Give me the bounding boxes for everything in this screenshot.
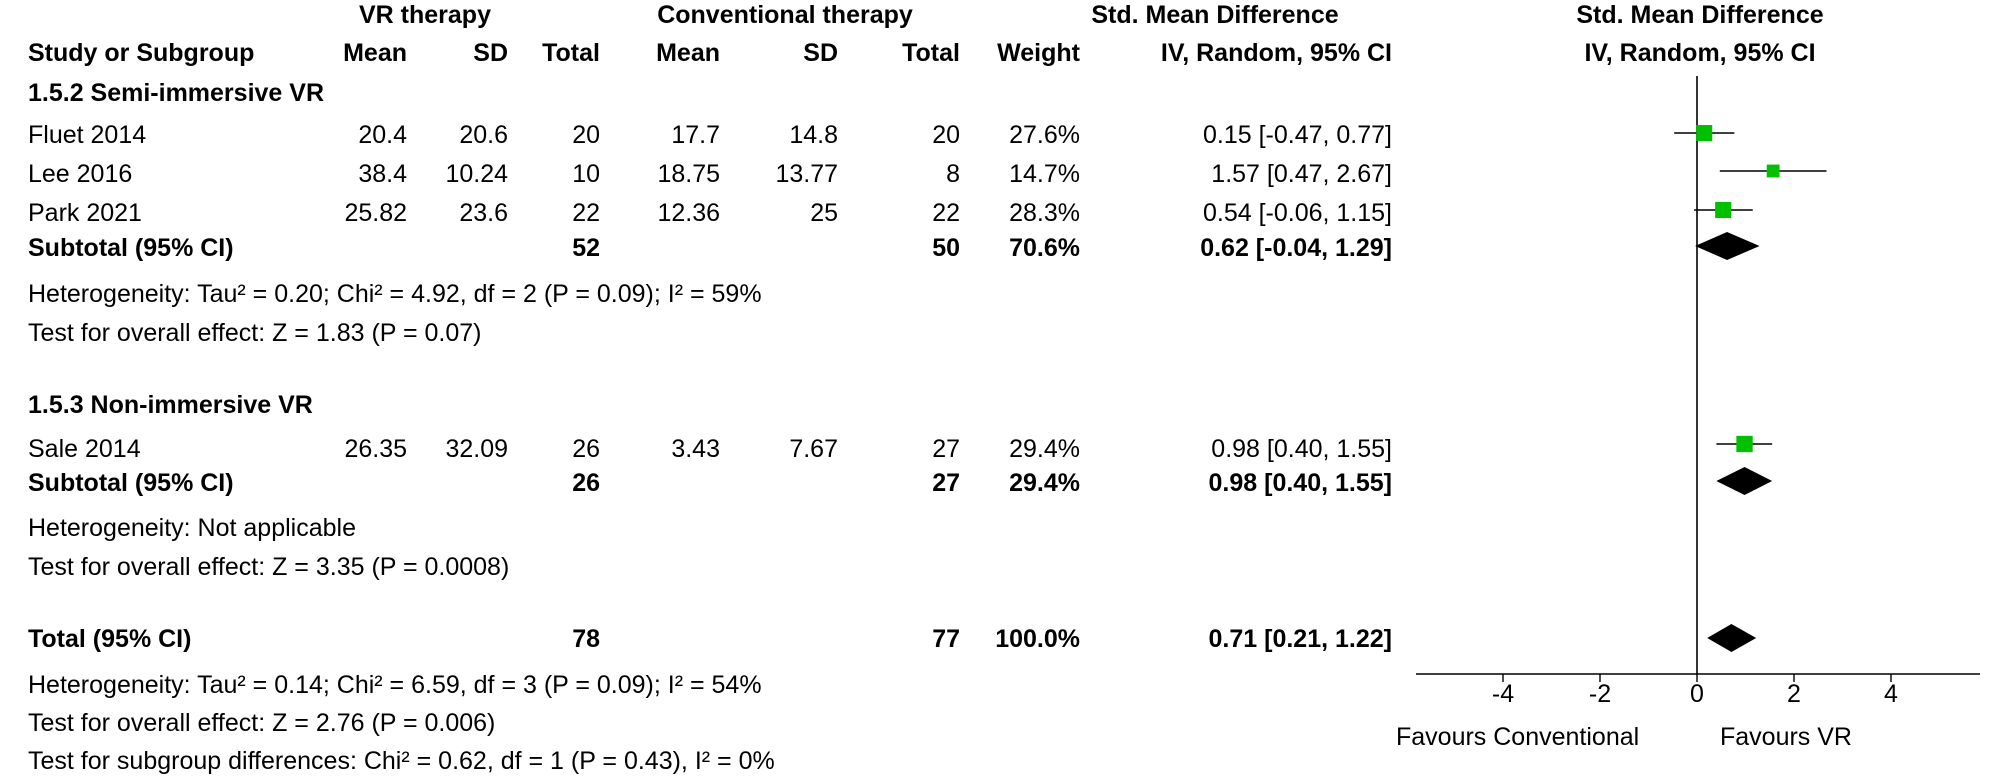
total-n1: 78 (572, 625, 600, 653)
study-mean2: 17.7 (671, 121, 720, 149)
study-n1: 22 (572, 199, 600, 227)
group1-header: VR therapy (359, 1, 491, 29)
study-n2: 27 (932, 435, 960, 463)
study-name: Park 2021 (28, 199, 142, 227)
study-effect-marker (1736, 435, 1753, 453)
study-ci: 0.15 [-0.47, 0.77] (1202, 121, 1392, 149)
study-effect-marker (1766, 164, 1780, 178)
study-n1: 20 (572, 121, 600, 149)
subtotal-diamond (1695, 232, 1760, 260)
study-ci: 1.57 [0.47, 2.67] (1211, 160, 1392, 188)
study-sd1: 32.09 (445, 435, 508, 463)
study-sd2: 14.8 (789, 121, 838, 149)
study-sd1: 10.24 (445, 160, 508, 188)
subtotal-diamond (1716, 467, 1773, 495)
mean1-column-header: Mean (343, 39, 407, 67)
x-axis-tick-label: -2 (1589, 680, 1611, 708)
weight-column-header: Weight (997, 39, 1080, 67)
study-mean1: 26.35 (344, 435, 407, 463)
study-sd2: 13.77 (775, 160, 838, 188)
total1-column-header: Total (542, 39, 600, 67)
study-sd2: 7.67 (789, 435, 838, 463)
x-axis-tick-label: 4 (1884, 680, 1898, 708)
overall-effect-text: Test for overall effect: Z = 3.35 (P = 0… (28, 553, 510, 581)
study-mean2: 12.36 (657, 199, 720, 227)
total2-column-header: Total (902, 39, 960, 67)
study-weight: 28.3% (1009, 199, 1080, 227)
study-name: Lee 2016 (28, 160, 133, 188)
subtotal-n2: 50 (932, 234, 960, 262)
study-sd1: 23.6 (459, 199, 508, 227)
total-heterogeneity-text: Heterogeneity: Tau² = 0.14; Chi² = 6.59,… (28, 671, 762, 699)
sd2-column-header: SD (803, 39, 838, 67)
study-n1: 10 (572, 160, 600, 188)
subgroup-differences-text: Test for subgroup differences: Chi² = 0.… (28, 747, 775, 775)
study-mean2: 18.75 (657, 160, 720, 188)
subtotal-label: Subtotal (95% CI) (28, 469, 234, 497)
study-weight: 14.7% (1009, 160, 1080, 188)
subtotal-n2: 27 (932, 469, 960, 497)
subtotal-n1: 52 (572, 234, 600, 262)
study-n2: 22 (932, 199, 960, 227)
subgroup-title: 1.5.2 Semi-immersive VR (28, 79, 324, 107)
study-sd1: 20.6 (459, 121, 508, 149)
overall-effect-text: Test for overall effect: Z = 1.83 (P = 0… (28, 319, 482, 347)
subtotal-ci: 0.98 [0.40, 1.55] (1208, 469, 1392, 497)
study-ci: 0.54 [-0.06, 1.15] (1202, 199, 1392, 227)
favours-left-label: Favours Conventional (1396, 723, 1640, 751)
subtotal-weight: 70.6% (1009, 234, 1080, 262)
total-ci: 0.71 [0.21, 1.22] (1208, 625, 1392, 653)
group2-header: Conventional therapy (657, 1, 913, 29)
plot-header: Std. Mean Difference (1576, 1, 1824, 29)
study-sd2: 25 (810, 199, 838, 227)
smd-header: Std. Mean Difference (1091, 1, 1339, 29)
subgroup-title: 1.5.3 Non-immersive VR (28, 391, 313, 419)
study-name: Sale 2014 (28, 435, 141, 463)
total-n2: 77 (932, 625, 960, 653)
study-name: Fluet 2014 (28, 121, 147, 149)
x-axis-tick-label: 0 (1690, 680, 1704, 708)
heterogeneity-text: Heterogeneity: Not applicable (28, 514, 356, 542)
study-mean1: 25.82 (344, 199, 407, 227)
ci-column-header: IV, Random, 95% CI (1160, 39, 1392, 67)
study-weight: 29.4% (1009, 435, 1080, 463)
total-label: Total (95% CI) (28, 625, 192, 653)
study-n2: 8 (946, 160, 960, 188)
sd1-column-header: SD (473, 39, 508, 67)
study-n2: 20 (932, 121, 960, 149)
subtotal-weight: 29.4% (1009, 469, 1080, 497)
study-effect-marker (1715, 201, 1732, 219)
heterogeneity-text: Heterogeneity: Tau² = 0.20; Chi² = 4.92,… (28, 280, 762, 308)
study-mean1: 38.4 (358, 160, 407, 188)
mean2-column-header: Mean (656, 39, 720, 67)
subtotal-ci: 0.62 [-0.04, 1.29] (1200, 234, 1392, 262)
x-axis-tick-label: -4 (1492, 680, 1514, 708)
study-effect-marker (1696, 125, 1713, 141)
study-n1: 26 (572, 435, 600, 463)
study-weight: 27.6% (1009, 121, 1080, 149)
total-overall-effect-text: Test for overall effect: Z = 2.76 (P = 0… (28, 709, 496, 737)
subtotal-label: Subtotal (95% CI) (28, 234, 234, 262)
total-diamond (1707, 624, 1757, 652)
x-axis-tick-label: 2 (1787, 680, 1801, 708)
plot-method-header: IV, Random, 95% CI (1584, 39, 1816, 67)
subtotal-n1: 26 (572, 469, 600, 497)
favours-right-label: Favours VR (1720, 723, 1852, 751)
study-column-header: Study or Subgroup (28, 39, 255, 67)
study-ci: 0.98 [0.40, 1.55] (1211, 435, 1392, 463)
study-mean2: 3.43 (671, 435, 720, 463)
study-mean1: 20.4 (358, 121, 407, 149)
total-weight: 100.0% (995, 625, 1080, 653)
